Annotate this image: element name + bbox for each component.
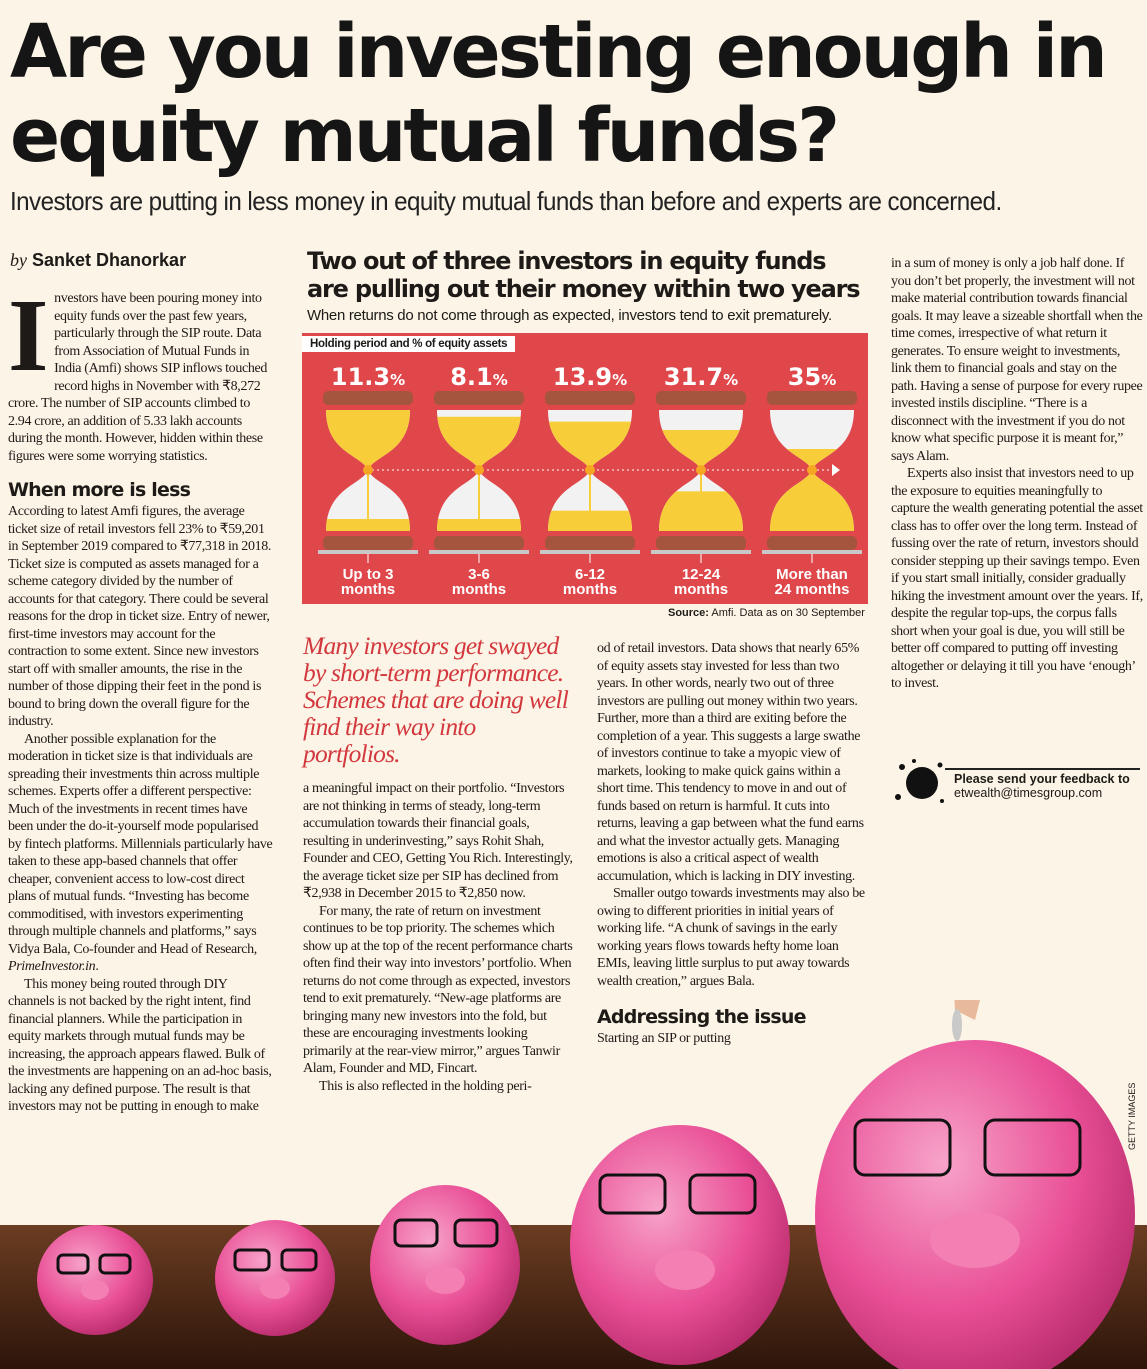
photo-credit: GETTY IMAGES (1127, 1082, 1137, 1150)
timeline-dot (474, 465, 484, 475)
holding-period-label: 24 months (774, 581, 849, 598)
hourglass-base (545, 536, 635, 550)
source-label: Source: (668, 607, 709, 619)
hourglass-base (767, 536, 857, 550)
subheading: When more is less (8, 479, 191, 501)
article-column-3: od of retail investors. Data shows that … (597, 640, 867, 1048)
paragraph: Another possible explanation for the mod… (8, 731, 273, 975)
feedback-box: Please send your feedback to etwealth@tim… (890, 757, 1140, 807)
arrow-head-icon (832, 464, 840, 476)
holding-period-label: 6-12 (575, 566, 605, 583)
hourglass-cap (767, 391, 857, 405)
paragraph-text: Another possible explanation for the mod… (8, 731, 273, 957)
paragraph: Smaller outgo towards investments may al… (597, 886, 865, 989)
article-column-2: a meaningful impact on their portfolio. … (303, 780, 575, 1095)
paragraph: According to latest Amfi figures, the av… (8, 504, 272, 729)
paragraph: This money being routed through DIY chan… (8, 976, 272, 1115)
byline-prefix: by (10, 250, 27, 270)
infographic-title: Two out of three investors in equity fun… (307, 247, 861, 303)
glasses (56, 1118, 1082, 1275)
coin (952, 1009, 962, 1041)
subheading: Addressing the issue (597, 1006, 807, 1028)
pull-quote: Many investors get swayed by short-term … (303, 631, 569, 768)
sand-top (326, 410, 410, 470)
divider (945, 768, 1140, 770)
piggy-banks-photo (0, 1000, 1147, 1369)
ink-splat-icon (895, 759, 944, 803)
sand-top (659, 429, 743, 470)
holding-period-label: months (452, 581, 506, 598)
feedback-line: Please send your feedback to (954, 772, 1130, 786)
hourglass-chart: 11.3%Up to 3months8.1%3-6months13.9%6-12… (318, 363, 862, 598)
paragraph: nvestors have been pouring money into eq… (8, 291, 268, 464)
hourglass-cap (323, 391, 413, 405)
percentage-value: 11.3% (331, 363, 405, 391)
infographic-panel: 11.3% Up to 3 months 8.1% 3-6 months 13.9% 6-12… (302, 333, 868, 604)
holding-period-label: Up to 3 (343, 566, 394, 583)
feedback-text: Please send your feedback to etwealth@tim… (954, 772, 1130, 800)
paragraph: Starting an SIP or putting (597, 1031, 731, 1046)
hourglass-base (656, 536, 746, 550)
infographic-tag: Holding period and % of equity assets (302, 336, 516, 352)
article-column-4: in a sum of money is only a job half don… (891, 255, 1143, 693)
feedback-email-link[interactable]: etwealth@timesgroup.com (954, 786, 1103, 800)
source-note: Source: Amfi. Data as on 30 September (668, 607, 865, 619)
byline: by Sanket Dhanorkar (10, 250, 186, 271)
paragraph: a meaningful impact on their portfolio. … (303, 781, 573, 901)
standfirst: Investors are putting in less money in e… (10, 186, 1002, 216)
timeline-dot (696, 465, 706, 475)
hourglass-base (323, 536, 413, 550)
hourglass-cap (434, 391, 524, 405)
timeline-dot (807, 465, 817, 475)
hand (954, 1000, 980, 1020)
percentage-value: 8.1% (450, 363, 508, 391)
byline-author: Sanket Dhanorkar (32, 250, 187, 270)
hourglass-cap (656, 391, 746, 405)
hourglass-base (434, 536, 524, 550)
drop-cap: I (8, 278, 49, 393)
hourglass-cap (545, 391, 635, 405)
paragraph: in a sum of money is only a job half don… (891, 256, 1143, 464)
percentage-value: 35% (788, 363, 836, 391)
hourglass-top-bulb (770, 410, 854, 470)
website-name: PrimeInvestor.in (8, 959, 96, 974)
holding-period-label: months (563, 581, 617, 598)
percentage-value: 31.7% (664, 363, 738, 391)
sand-top (548, 421, 632, 470)
sand-top (437, 416, 521, 470)
paragraph: For many, the rate of return on investme… (303, 903, 573, 1077)
headline: Are you investing enough in equity mutua… (10, 9, 1108, 179)
holding-period-label: months (341, 581, 395, 598)
holding-period-label: More than (776, 566, 848, 583)
holding-period-label: 12-24 (682, 566, 721, 583)
paragraph: This is also reflected in the holding pe… (319, 1078, 532, 1094)
timeline-dot (585, 465, 595, 475)
holding-period-label: months (674, 581, 728, 598)
snouts (81, 1212, 1020, 1300)
timeline-dot (363, 465, 373, 475)
paragraph: od of retail investors. Data shows that … (597, 641, 864, 884)
infographic-subtitle: When returns do not come through as expe… (307, 307, 832, 324)
percentage-value: 13.9% (553, 363, 627, 391)
paragraph: Experts also insist that investors need … (891, 466, 1143, 691)
holding-period-label: 3-6 (468, 566, 490, 583)
source-text: Amfi. Data as on 30 September (711, 607, 865, 619)
